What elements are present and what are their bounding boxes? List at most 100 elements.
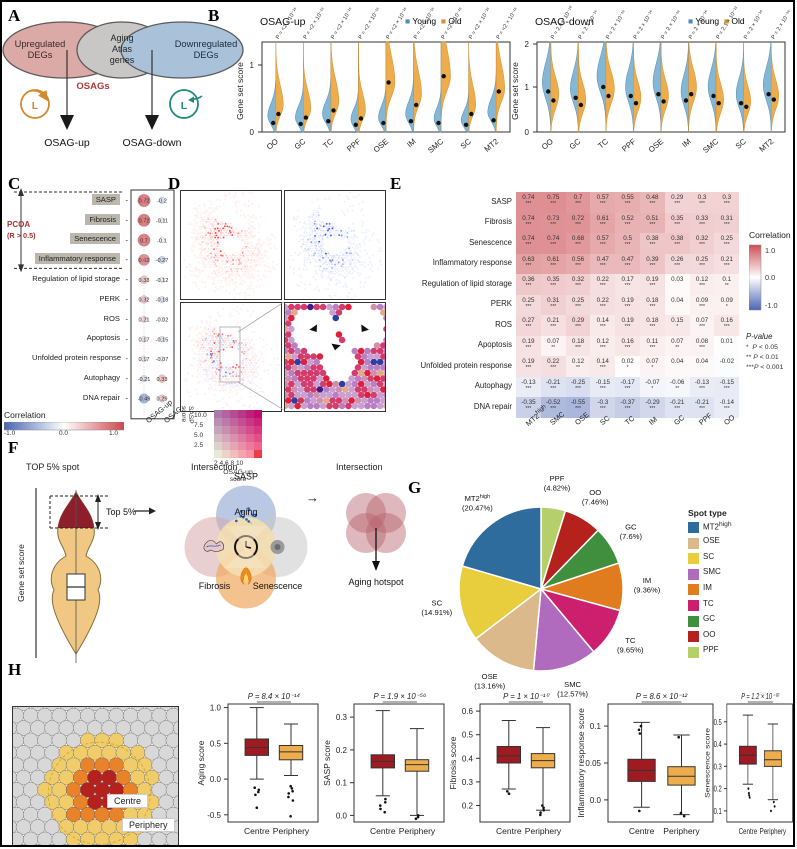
svg-text:Fibrosis score: Fibrosis score: [448, 736, 458, 789]
svg-text:Centre: Centre: [244, 826, 270, 836]
svg-text:Periphery: Periphery: [273, 826, 310, 836]
svg-text:PPF: PPF: [620, 137, 638, 154]
svg-text:0.4: 0.4: [714, 741, 722, 749]
svg-text:-: -: [125, 275, 128, 284]
svg-text:0.5: 0.5: [714, 719, 722, 727]
svg-text:-: -: [125, 196, 128, 205]
svg-text:SMC: SMC: [701, 137, 720, 155]
svg-text:PPF: PPF: [550, 474, 565, 483]
svg-text:Centre: Centre: [739, 826, 758, 836]
svg-text:-0.2: -0.2: [157, 199, 167, 205]
svg-text:-0.18: -0.18: [156, 298, 169, 304]
svg-text:Periphery: Periphery: [663, 826, 700, 836]
svg-text:0: 0: [250, 128, 255, 137]
svg-text:Periphery: Periphery: [760, 826, 787, 836]
svg-text:-1.0: -1.0: [765, 301, 778, 310]
svg-text:IM: IM: [643, 576, 651, 585]
svg-text:SC: SC: [432, 598, 443, 607]
svg-text:0.2: 0.2: [714, 786, 722, 794]
svg-text:P = 8.4 × 10⁻¹⁴: P = 8.4 × 10⁻¹⁴: [248, 692, 300, 701]
svg-text:P = 2 × 10⁻¹⁶: P = 2 × 10⁻¹⁶: [632, 9, 655, 41]
svg-text:Aging hotspot: Aging hotspot: [348, 577, 404, 587]
svg-text:2: 2: [525, 40, 530, 49]
svg-text:Upregulated: Upregulated: [15, 39, 66, 49]
svg-text:-0.12: -0.12: [156, 278, 169, 284]
svg-text:(7.46%): (7.46%): [582, 497, 609, 506]
svg-text:0.1: 0.1: [714, 808, 722, 816]
svg-text:P = 2 × 10⁻¹⁶: P = 2 × 10⁻¹⁶: [660, 9, 683, 41]
svg-text:-0.02: -0.02: [156, 318, 169, 324]
svg-text:-0.5: -0.5: [207, 811, 221, 820]
svg-text:L: L: [32, 100, 39, 112]
svg-text:0.2: 0.2: [336, 746, 348, 755]
svg-text:Aging: Aging: [234, 507, 257, 517]
svg-text:0.0: 0.0: [336, 811, 348, 820]
svg-text:GC: GC: [625, 523, 637, 532]
svg-text:-: -: [125, 354, 128, 363]
svg-text:-: -: [125, 334, 128, 343]
svg-text:OSE: OSE: [482, 672, 498, 681]
svg-text:PCOA: PCOA: [7, 220, 30, 229]
svg-text:0.3: 0.3: [336, 713, 348, 722]
svg-text:0.1: 0.1: [590, 722, 602, 731]
svg-text:-: -: [125, 374, 128, 383]
svg-text:SC: SC: [734, 137, 748, 151]
svg-text:1.0: 1.0: [765, 246, 775, 255]
svg-text:-: -: [125, 295, 128, 304]
svg-text:P = <2 × 10⁻¹⁶: P = <2 × 10⁻¹⁶: [467, 6, 492, 40]
svg-text:Periphery: Periphery: [525, 826, 562, 836]
svg-text:MT2: MT2: [483, 137, 501, 154]
svg-text:0.4: 0.4: [462, 754, 474, 763]
svg-text:Aging score: Aging score: [196, 740, 206, 785]
svg-text:SASP score: SASP score: [322, 740, 332, 786]
svg-text:Gene set score: Gene set score: [235, 62, 245, 120]
svg-text:(7.6%): (7.6%): [620, 532, 643, 541]
svg-text:TC: TC: [321, 137, 335, 151]
svg-text:0: 0: [525, 128, 530, 137]
svg-text:DEGs: DEGs: [28, 50, 53, 60]
svg-text:Centre: Centre: [496, 826, 522, 836]
svg-text:Downregulated: Downregulated: [175, 39, 238, 49]
svg-text:Atlas: Atlas: [112, 44, 133, 54]
svg-text:OO: OO: [265, 137, 280, 152]
svg-text:Centre: Centre: [629, 826, 655, 836]
svg-text:P = 2.8 × 10⁻¹⁰: P = 2.8 × 10⁻¹⁰: [549, 4, 575, 40]
svg-text:P = 2.1 × 10⁻¹²: P = 2.1 × 10⁻¹²: [715, 6, 740, 41]
svg-text:0.5: 0.5: [210, 739, 222, 748]
svg-text:0.05: 0.05: [585, 759, 601, 768]
svg-text:Fibrosis: Fibrosis: [199, 581, 231, 591]
svg-text:-: -: [125, 235, 128, 244]
svg-text:-: -: [125, 394, 128, 403]
svg-text:OSAG-down: OSAG-down: [123, 137, 182, 149]
svg-text:GC: GC: [293, 137, 308, 152]
svg-text:1.0: 1.0: [109, 430, 118, 436]
svg-text:Periphery: Periphery: [399, 826, 436, 836]
svg-text:1: 1: [525, 83, 530, 92]
svg-text:GC: GC: [568, 137, 583, 152]
svg-text:Centre: Centre: [370, 826, 396, 836]
svg-text:OSE: OSE: [647, 137, 665, 154]
svg-text:-: -: [125, 315, 128, 324]
svg-text:0.3: 0.3: [462, 778, 474, 787]
svg-text:OSAG-up: OSAG-up: [44, 137, 90, 149]
svg-text:OO: OO: [589, 488, 601, 497]
svg-text:1: 1: [250, 61, 255, 70]
svg-text:PPF: PPF: [345, 137, 363, 154]
svg-text:-0.07: -0.07: [156, 357, 169, 363]
svg-text:(20.47%): (20.47%): [462, 504, 493, 513]
svg-text:Top 5%: Top 5%: [106, 507, 136, 517]
svg-text:P = <2 × 10⁻¹⁶: P = <2 × 10⁻¹⁶: [274, 6, 299, 40]
svg-text:OO: OO: [540, 137, 555, 152]
svg-text:SASP: SASP: [234, 472, 258, 482]
svg-text:MT2high: MT2high: [465, 494, 491, 503]
svg-text:SMC: SMC: [426, 137, 445, 155]
svg-text:(4.82%): (4.82%): [544, 484, 571, 493]
svg-text:P = <2 × 10⁻¹⁶: P = <2 × 10⁻¹⁶: [440, 6, 465, 40]
svg-text:Aging: Aging: [110, 33, 133, 43]
svg-text:P = <2 × 10⁻¹⁶: P = <2 × 10⁻¹⁶: [302, 6, 327, 40]
svg-text:0.2: 0.2: [462, 802, 474, 811]
svg-text:-1.0: -1.0: [4, 430, 16, 436]
svg-text:-0.15: -0.15: [156, 337, 169, 343]
svg-text:TC: TC: [596, 137, 610, 151]
svg-text:P = 2 × 10⁻¹⁶: P = 2 × 10⁻¹⁶: [577, 9, 600, 41]
